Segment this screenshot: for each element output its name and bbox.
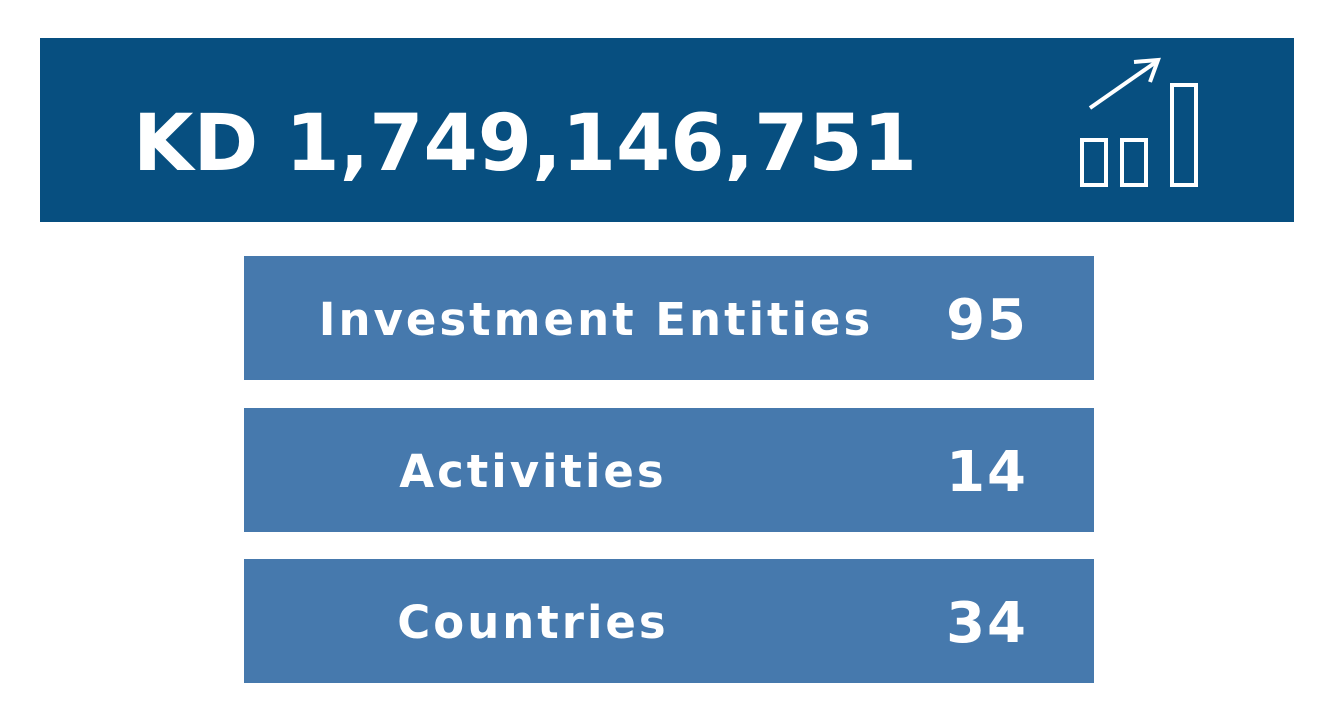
total-banner bbox=[40, 38, 1294, 222]
stat-label: Investment Entities bbox=[319, 293, 874, 346]
stat-box bbox=[244, 559, 1094, 683]
stat-label: Countries bbox=[397, 596, 668, 649]
stat-value: 34 bbox=[946, 591, 1028, 656]
stat-value: 14 bbox=[946, 440, 1028, 505]
total-amount: KD 1,749,146,751 bbox=[133, 99, 917, 189]
stat-label: Activities bbox=[399, 445, 666, 498]
stat-box bbox=[244, 256, 1094, 380]
growth-icon bbox=[1080, 57, 1198, 187]
stat-box bbox=[244, 408, 1094, 532]
stat-value: 95 bbox=[946, 288, 1028, 353]
